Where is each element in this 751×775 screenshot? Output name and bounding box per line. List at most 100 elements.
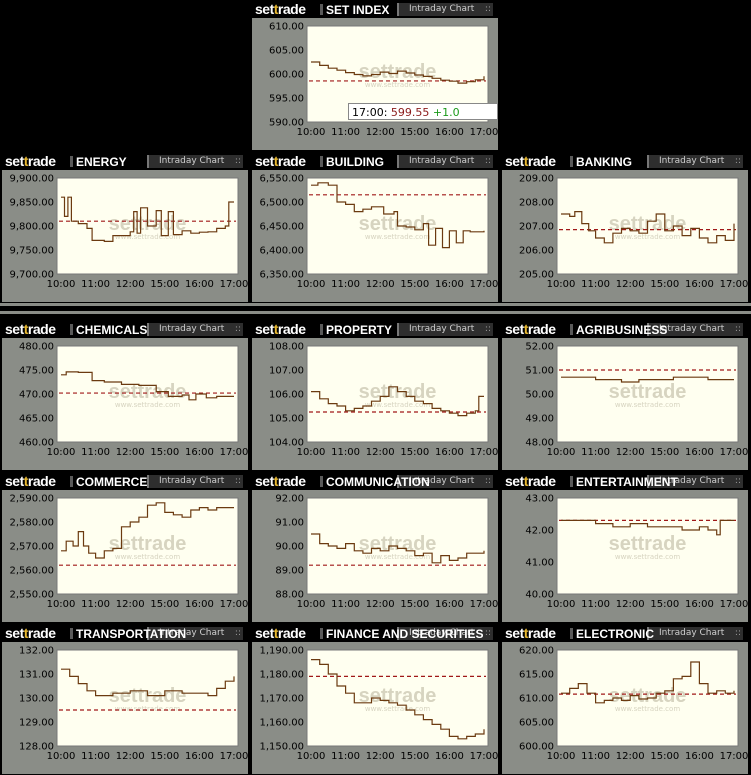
x-tick-label: 12:00	[366, 751, 395, 762]
x-tick-label: 16:00	[435, 599, 464, 610]
y-tick-label: 43.00	[525, 494, 554, 505]
intraday-chart-button[interactable]: Intraday Chart	[397, 155, 493, 168]
y-tick-label: 620.00	[519, 646, 554, 657]
x-tick-label: 15:00	[400, 599, 429, 610]
y-tick-label: 475.00	[19, 366, 54, 377]
watermark: settrade	[359, 685, 437, 707]
intraday-chart-button[interactable]: Intraday Chart	[397, 627, 493, 640]
y-tick-label: 1,180.00	[259, 670, 304, 681]
y-tick-label: 50.00	[525, 390, 554, 401]
header-separator	[70, 628, 73, 639]
x-tick-label: 16:00	[685, 279, 714, 290]
x-tick-label: 12:00	[116, 599, 145, 610]
x-tick-label: 17:00	[220, 599, 248, 610]
intraday-chart-button[interactable]: Intraday Chart	[147, 155, 243, 168]
x-tick-label: 17:00	[220, 279, 248, 290]
intraday-chart-button[interactable]: Intraday Chart	[647, 475, 743, 488]
chart-svg: settradewww.settrade.com610.00605.00600.…	[269, 22, 498, 139]
y-tick-label: 52.00	[525, 342, 554, 353]
x-tick-label: 16:00	[435, 279, 464, 290]
x-tick-label: 11:00	[331, 279, 360, 290]
x-tick-label: 12:00	[616, 279, 645, 290]
y-tick-label: 41.00	[525, 558, 554, 569]
y-tick-label: 9,700.00	[9, 270, 54, 281]
watermark: settrade	[609, 533, 687, 555]
price-line	[61, 196, 234, 242]
y-tick-label: 1,150.00	[259, 742, 304, 753]
x-tick-label: 16:00	[435, 447, 464, 458]
x-tick-label: 10:00	[547, 279, 576, 290]
x-tick-label: 11:00	[331, 127, 360, 138]
price-line	[311, 659, 485, 740]
chart-panel: settrade Intraday ChartTRANSPORTATIONsett…	[2, 624, 248, 774]
x-tick-label: 15:00	[150, 751, 179, 762]
x-tick-label: 11:00	[81, 447, 110, 458]
x-tick-label: 12:00	[366, 447, 395, 458]
watermark-url: www.settrade.com	[115, 553, 180, 561]
intraday-chart-button[interactable]: Intraday Chart	[647, 155, 743, 168]
y-tick-label: 9,800.00	[9, 222, 54, 233]
sector-name: BANKING	[576, 155, 632, 169]
y-tick-label: 206.00	[519, 246, 554, 257]
x-tick-label: 12:00	[116, 447, 145, 458]
panel-header: settrade Intraday ChartCOMMUNICATION	[252, 472, 498, 490]
y-tick-label: 2,590.00	[9, 494, 54, 505]
x-tick-label: 17:00	[220, 751, 248, 762]
intraday-chart-button[interactable]: Intraday Chart	[147, 627, 243, 640]
panel-header: settrade Intraday ChartCOMMERCE	[2, 472, 248, 490]
x-tick-label: 15:00	[150, 279, 179, 290]
price-line	[561, 519, 734, 536]
intraday-chart-button[interactable]: Intraday Chart	[397, 3, 493, 16]
settrade-logo: settrade	[5, 153, 56, 169]
y-tick-label: 1,170.00	[259, 694, 304, 705]
x-tick-label: 11:00	[581, 599, 610, 610]
intraday-chart-button[interactable]: Intraday Chart	[647, 323, 743, 336]
y-tick-label: 6,500.00	[259, 198, 304, 209]
settrade-logo: settrade	[255, 1, 306, 17]
x-tick-label: 12:00	[616, 599, 645, 610]
plot-area	[556, 345, 739, 443]
x-tick-label: 17:00	[720, 279, 748, 290]
intraday-chart-button[interactable]: Intraday Chart	[397, 323, 493, 336]
header-separator	[570, 476, 573, 487]
y-tick-label: 1,160.00	[259, 718, 304, 729]
chart-svg: settradewww.settrade.com6,550.006,500.00…	[259, 174, 498, 291]
intraday-chart-button[interactable]: Intraday Chart	[647, 627, 743, 640]
price-line	[311, 61, 485, 84]
panel-header: settrade Intraday ChartFINANCE AND SECURI…	[252, 624, 498, 642]
intraday-chart-button[interactable]: Intraday Chart	[397, 475, 493, 488]
watermark-url: www.settrade.com	[365, 81, 430, 89]
watermark-url: www.settrade.com	[115, 705, 180, 713]
panel-header: settrade Intraday Chart SET INDEX	[252, 0, 498, 18]
x-tick-label: 15:00	[650, 599, 679, 610]
x-tick-label: 17:00	[220, 447, 248, 458]
section-divider	[0, 311, 751, 314]
y-tick-label: 131.00	[19, 670, 54, 681]
sector-name: COMMERCE	[76, 475, 148, 489]
tooltip-value: 599.55	[390, 106, 433, 119]
intraday-chart-button[interactable]: Intraday Chart	[147, 475, 243, 488]
y-tick-label: 88.00	[275, 590, 304, 601]
x-tick-label: 10:00	[47, 599, 76, 610]
header-separator	[570, 324, 573, 335]
header-separator	[320, 476, 323, 487]
watermark-url: www.settrade.com	[615, 705, 680, 713]
watermark-url: www.settrade.com	[615, 233, 680, 241]
x-tick-label: 17:00	[720, 599, 748, 610]
y-tick-label: 51.00	[525, 366, 554, 377]
settrade-logo: settrade	[255, 153, 306, 169]
y-tick-label: 2,570.00	[9, 542, 54, 553]
intraday-chart-button[interactable]: Intraday Chart	[147, 323, 243, 336]
y-tick-label: 107.00	[269, 366, 304, 377]
header-separator	[570, 628, 573, 639]
watermark: settrade	[359, 533, 437, 555]
y-tick-label: 207.00	[519, 222, 554, 233]
